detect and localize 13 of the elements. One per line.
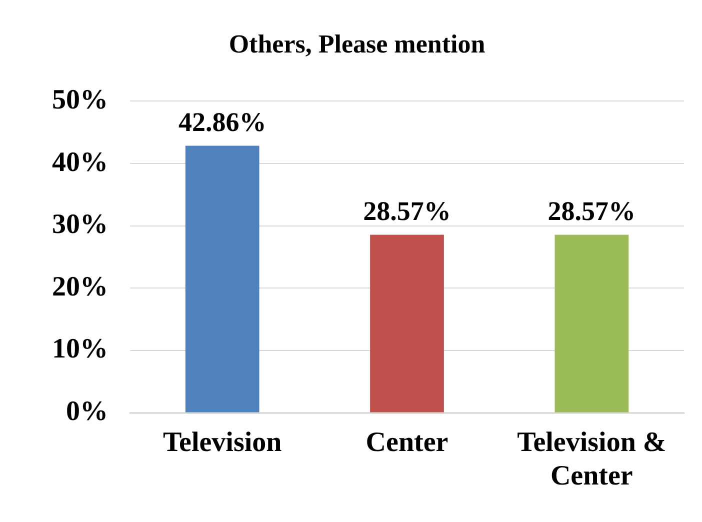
data-label: 28.57% — [548, 196, 636, 226]
x-tick-label: Television — [162, 426, 282, 458]
chart-title: Others, Please mention — [228, 29, 486, 58]
data-label: 42.86% — [178, 107, 266, 138]
y-tick-label: 20% — [52, 271, 108, 302]
y-tick-label: 50% — [52, 84, 108, 116]
data-label: 28.57% — [363, 196, 451, 226]
y-tick-label: 40% — [52, 146, 108, 178]
y-tick-label: 10% — [52, 334, 108, 365]
x-tick-label: Television & Center — [517, 426, 666, 492]
y-tick-label: 0% — [66, 396, 108, 428]
x-tick-label: Center — [366, 426, 448, 458]
y-tick-label: 30% — [52, 209, 108, 240]
